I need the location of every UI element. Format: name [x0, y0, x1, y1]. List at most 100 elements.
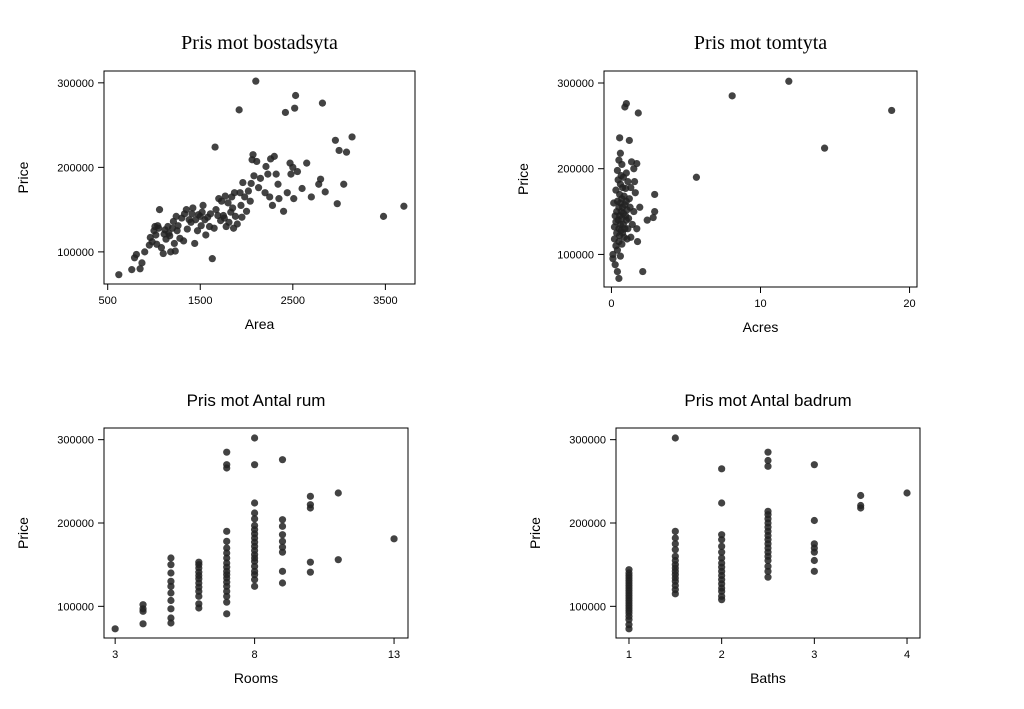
data-point — [249, 151, 257, 159]
data-point — [718, 548, 726, 556]
x-axis-label: Area — [245, 316, 275, 332]
data-point — [199, 201, 207, 209]
data-point — [718, 531, 726, 539]
data-point — [281, 108, 290, 117]
data-point — [254, 184, 263, 192]
data-point — [167, 589, 175, 597]
data-point — [272, 170, 280, 178]
data-point — [172, 212, 180, 220]
data-point — [279, 207, 288, 215]
x-tick-label: 1 — [626, 649, 632, 661]
y-tick-label: 200000 — [57, 518, 94, 530]
data-point — [251, 499, 259, 507]
data-points — [115, 77, 408, 279]
data-point — [224, 199, 232, 207]
y-axis-label: Price — [527, 517, 543, 549]
data-point — [167, 596, 175, 605]
data-point — [857, 501, 865, 510]
data-point — [888, 106, 896, 115]
data-point — [223, 554, 231, 562]
data-point — [188, 210, 196, 218]
data-point — [298, 184, 306, 193]
data-point — [400, 202, 408, 210]
data-point — [613, 246, 622, 254]
data-point — [174, 222, 182, 230]
data-point — [182, 206, 190, 214]
data-point — [624, 225, 632, 233]
x-tick-label: 13 — [388, 649, 400, 661]
x-tick-label: 1500 — [188, 295, 212, 307]
y-tick-label: 300000 — [57, 435, 94, 447]
data-point — [628, 220, 636, 229]
data-point — [306, 501, 314, 509]
data-point — [221, 192, 229, 200]
data-point — [651, 207, 659, 216]
data-point — [241, 193, 249, 201]
data-point — [318, 99, 327, 107]
data-point — [167, 614, 175, 622]
data-point — [622, 99, 630, 108]
data-point — [230, 189, 239, 197]
data-point — [633, 237, 642, 246]
data-point — [251, 521, 259, 530]
data-point — [671, 552, 679, 560]
data-point — [390, 535, 398, 543]
data-point — [290, 195, 298, 203]
data-point — [283, 189, 291, 197]
chart-title: Pris mot Antal badrum — [684, 391, 851, 410]
data-point — [625, 195, 633, 203]
data-point — [278, 579, 287, 587]
data-point — [237, 201, 245, 209]
data-point — [633, 159, 641, 168]
data-point — [223, 610, 231, 618]
data-point — [613, 166, 622, 175]
data-point — [170, 239, 178, 248]
y-tick-label: 200000 — [569, 518, 606, 530]
x-tick-label: 2 — [719, 649, 725, 661]
data-point — [246, 197, 254, 205]
data-point — [212, 206, 220, 214]
data-point — [180, 237, 188, 245]
data-point — [167, 554, 175, 562]
data-point — [171, 247, 179, 255]
y-tick-label: 100000 — [569, 601, 606, 613]
data-point — [206, 210, 215, 218]
data-point — [651, 190, 659, 199]
data-point — [379, 212, 388, 220]
data-point — [764, 573, 772, 581]
data-point — [616, 252, 624, 260]
data-point — [625, 566, 633, 574]
data-point — [256, 174, 265, 182]
y-tick-label: 300000 — [57, 78, 94, 90]
data-point — [251, 562, 259, 570]
data-point — [141, 248, 149, 256]
data-point — [764, 507, 772, 515]
scatter-panel-4: Pris mot Antal badrum 1 2 3 4 100000 200000 300… — [527, 391, 921, 686]
data-point — [348, 133, 356, 141]
x-axis-label: Acres — [743, 319, 779, 335]
data-point — [627, 183, 635, 192]
data-point — [252, 77, 260, 85]
data-point — [728, 92, 736, 100]
data-point — [223, 527, 231, 535]
data-point — [334, 489, 342, 497]
data-point — [278, 543, 287, 551]
data-point — [303, 159, 311, 167]
data-point — [616, 134, 624, 142]
data-point — [671, 534, 679, 542]
data-point — [671, 546, 679, 554]
data-point — [223, 559, 231, 567]
data-point — [718, 542, 726, 550]
data-points — [111, 434, 398, 633]
data-point — [229, 204, 237, 212]
data-point — [718, 554, 726, 562]
x-tick-label: 8 — [252, 649, 258, 661]
data-point — [321, 188, 329, 196]
x-tick-label: 2500 — [281, 295, 305, 307]
data-point — [810, 540, 818, 548]
data-point — [183, 225, 191, 233]
data-point — [810, 516, 818, 525]
data-point — [278, 516, 287, 524]
data-point — [262, 162, 270, 171]
